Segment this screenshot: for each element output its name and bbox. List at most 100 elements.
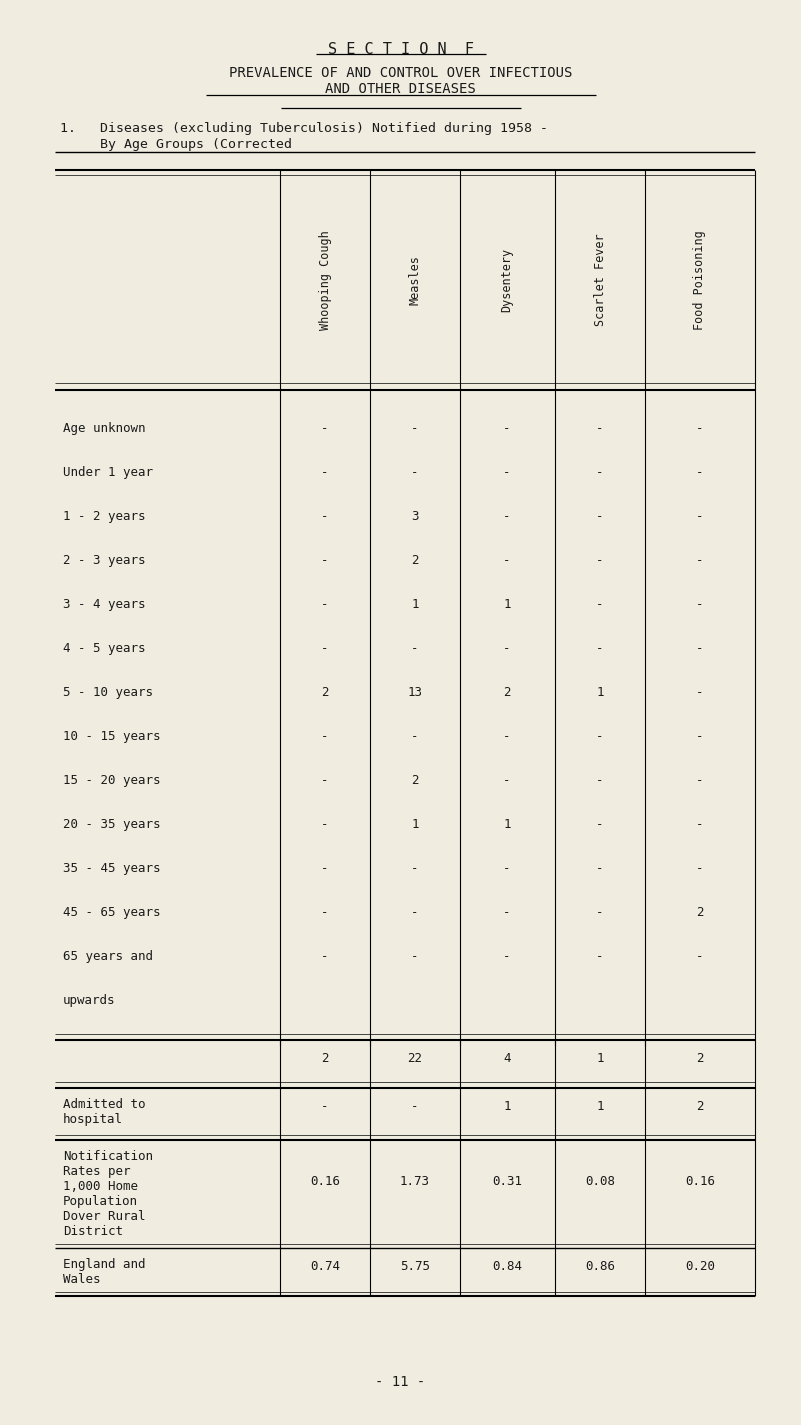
- Text: 0.74: 0.74: [310, 1260, 340, 1273]
- Text: -: -: [321, 950, 328, 963]
- Text: 1: 1: [411, 818, 419, 831]
- Text: -: -: [596, 862, 604, 875]
- Text: -: -: [321, 554, 328, 567]
- Text: 2: 2: [411, 554, 419, 567]
- Text: -: -: [503, 906, 511, 919]
- Text: -: -: [696, 510, 704, 523]
- Text: 1: 1: [503, 818, 511, 831]
- Text: 1 - 2 years: 1 - 2 years: [63, 510, 146, 523]
- Text: Admitted to: Admitted to: [63, 1099, 146, 1112]
- Text: 2: 2: [696, 1052, 704, 1064]
- Text: 0.08: 0.08: [585, 1176, 615, 1188]
- Text: 1: 1: [411, 598, 419, 611]
- Text: 0.86: 0.86: [585, 1260, 615, 1273]
- Text: -: -: [321, 643, 328, 656]
- Text: Food Poisoning: Food Poisoning: [694, 229, 706, 329]
- Text: -: -: [696, 862, 704, 875]
- Text: -: -: [411, 466, 419, 479]
- Text: -: -: [503, 422, 511, 435]
- Text: -: -: [411, 950, 419, 963]
- Text: England and: England and: [63, 1258, 146, 1271]
- Text: 3: 3: [411, 510, 419, 523]
- Text: 2: 2: [503, 685, 511, 700]
- Text: -: -: [596, 950, 604, 963]
- Text: 45 - 65 years: 45 - 65 years: [63, 906, 160, 919]
- Text: 4: 4: [503, 1052, 511, 1064]
- Text: -: -: [411, 906, 419, 919]
- Text: S E C T I O N  F: S E C T I O N F: [328, 41, 473, 57]
- Text: -: -: [321, 906, 328, 919]
- Text: 1: 1: [596, 1100, 604, 1113]
- Text: -: -: [503, 643, 511, 656]
- Text: -: -: [411, 422, 419, 435]
- Text: 2: 2: [696, 906, 704, 919]
- Text: hospital: hospital: [63, 1113, 123, 1126]
- Text: 20 - 35 years: 20 - 35 years: [63, 818, 160, 831]
- Text: -: -: [321, 1100, 328, 1113]
- Text: 5 - 10 years: 5 - 10 years: [63, 685, 153, 700]
- Text: Rates per: Rates per: [63, 1166, 131, 1178]
- Text: -: -: [503, 774, 511, 787]
- Text: -: -: [696, 422, 704, 435]
- Text: 2: 2: [321, 1052, 328, 1064]
- Text: -: -: [411, 862, 419, 875]
- Text: 10 - 15 years: 10 - 15 years: [63, 730, 160, 742]
- Text: -: -: [696, 730, 704, 742]
- Text: 4 - 5 years: 4 - 5 years: [63, 643, 146, 656]
- Text: -: -: [696, 818, 704, 831]
- Text: -: -: [411, 1100, 419, 1113]
- Text: -: -: [503, 554, 511, 567]
- Text: 1: 1: [596, 685, 604, 700]
- Text: 35 - 45 years: 35 - 45 years: [63, 862, 160, 875]
- Text: Dysentery: Dysentery: [501, 248, 513, 312]
- Text: -: -: [696, 774, 704, 787]
- Text: PREVALENCE OF AND CONTROL OVER INFECTIOUS: PREVALENCE OF AND CONTROL OVER INFECTIOU…: [229, 66, 572, 80]
- Text: -: -: [321, 774, 328, 787]
- Text: 5.75: 5.75: [400, 1260, 430, 1273]
- Text: -: -: [596, 730, 604, 742]
- Text: upwards: upwards: [63, 995, 115, 1007]
- Text: -: -: [321, 466, 328, 479]
- Text: Age unknown: Age unknown: [63, 422, 146, 435]
- Text: Wales: Wales: [63, 1273, 100, 1285]
- Text: -: -: [503, 950, 511, 963]
- Text: Notification: Notification: [63, 1150, 153, 1163]
- Text: -: -: [596, 643, 604, 656]
- Text: 13: 13: [408, 685, 422, 700]
- Text: - 11 -: - 11 -: [376, 1375, 425, 1389]
- Text: -: -: [696, 554, 704, 567]
- Text: -: -: [596, 906, 604, 919]
- Text: 2: 2: [696, 1100, 704, 1113]
- Text: -: -: [596, 598, 604, 611]
- Text: Whooping Cough: Whooping Cough: [319, 229, 332, 329]
- Text: -: -: [596, 818, 604, 831]
- Text: -: -: [503, 862, 511, 875]
- Text: Measles: Measles: [409, 255, 421, 305]
- Text: -: -: [596, 774, 604, 787]
- Text: 15 - 20 years: 15 - 20 years: [63, 774, 160, 787]
- Text: 0.16: 0.16: [685, 1176, 715, 1188]
- Text: -: -: [503, 730, 511, 742]
- Text: -: -: [503, 466, 511, 479]
- Text: 1.   Diseases (excluding Tuberculosis) Notified during 1958 -: 1. Diseases (excluding Tuberculosis) Not…: [60, 123, 548, 135]
- Text: 2: 2: [411, 774, 419, 787]
- Text: -: -: [321, 422, 328, 435]
- Text: -: -: [321, 818, 328, 831]
- Text: AND OTHER DISEASES: AND OTHER DISEASES: [325, 83, 476, 95]
- Text: -: -: [696, 950, 704, 963]
- Text: District: District: [63, 1226, 123, 1238]
- Text: -: -: [596, 510, 604, 523]
- Text: -: -: [503, 510, 511, 523]
- Text: 0.20: 0.20: [685, 1260, 715, 1273]
- Text: 22: 22: [408, 1052, 422, 1064]
- Text: 65 years and: 65 years and: [63, 950, 153, 963]
- Text: 1.73: 1.73: [400, 1176, 430, 1188]
- Text: -: -: [411, 643, 419, 656]
- Text: -: -: [696, 598, 704, 611]
- Text: -: -: [411, 730, 419, 742]
- Text: -: -: [321, 730, 328, 742]
- Text: -: -: [596, 422, 604, 435]
- Text: 1: 1: [503, 598, 511, 611]
- Text: 3 - 4 years: 3 - 4 years: [63, 598, 146, 611]
- Text: 1: 1: [596, 1052, 604, 1064]
